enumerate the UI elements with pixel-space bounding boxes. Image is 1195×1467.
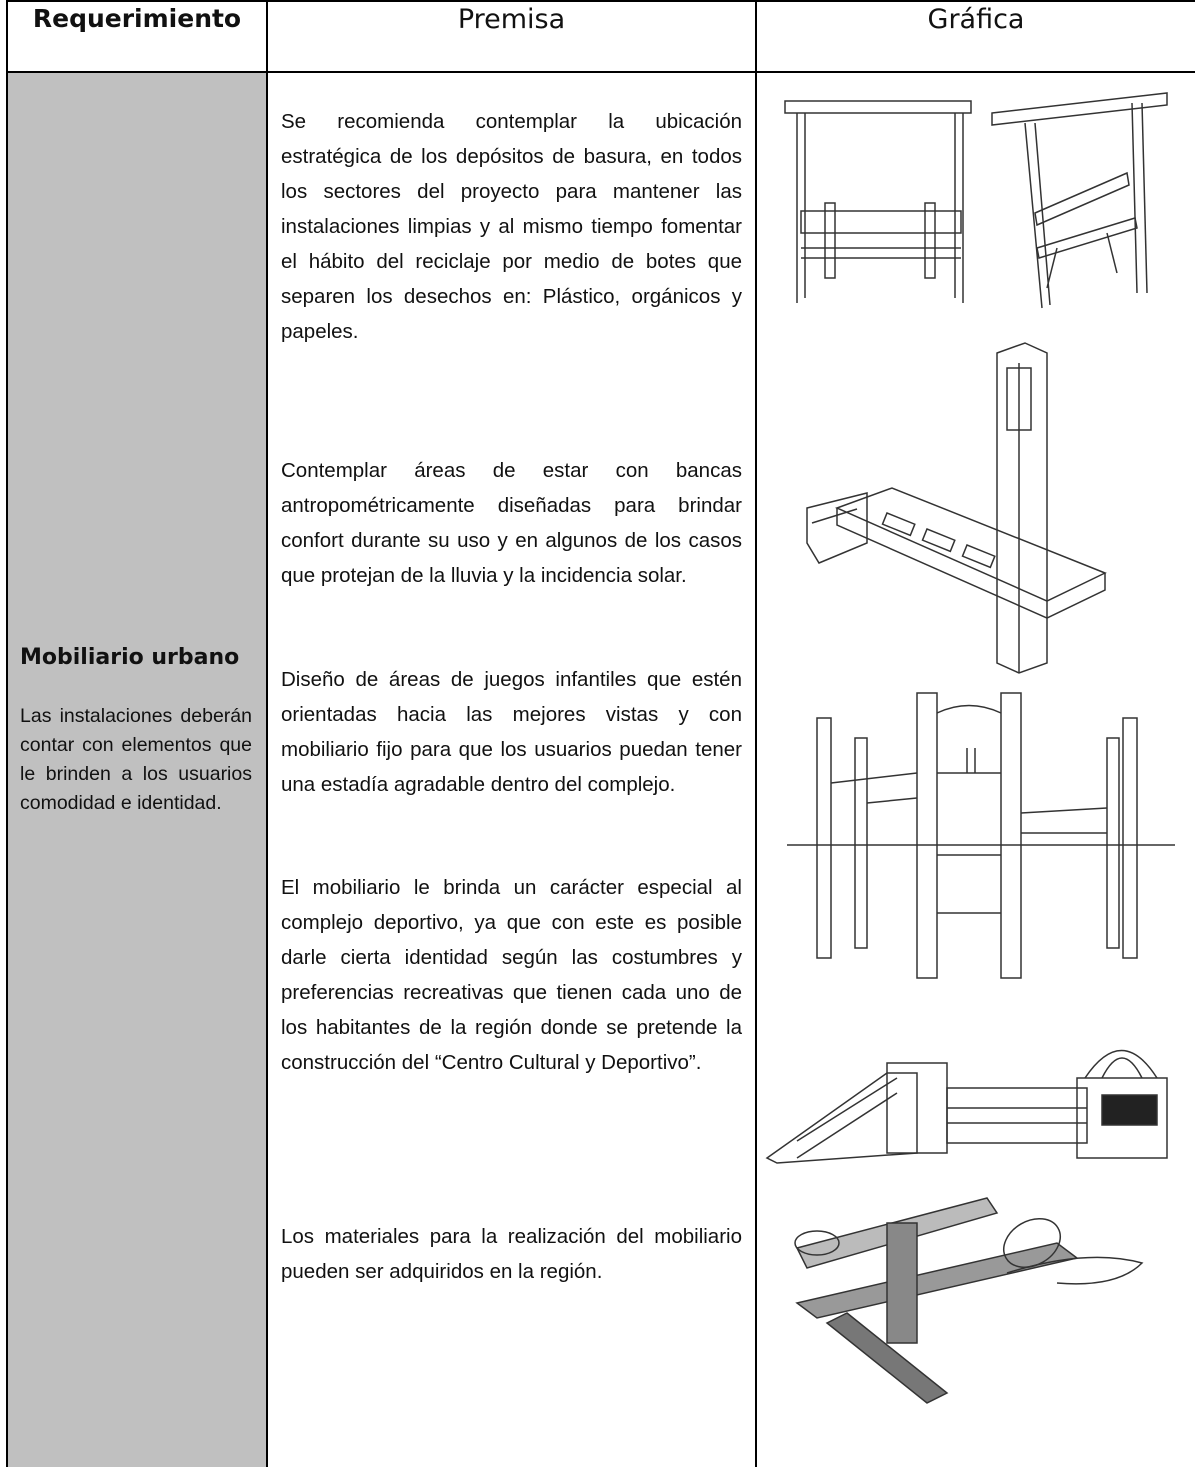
premise: Diseño de áreas de juegos infantiles que… <box>281 668 742 796</box>
shelter-bench <box>784 92 1168 309</box>
premise: Los materiales para la realización del m… <box>281 1225 742 1283</box>
playground-sketch <box>765 1049 1168 1164</box>
premise: Se recomienda contemplar la ubicación es… <box>281 110 742 343</box>
play-structure <box>787 692 1175 979</box>
header-cell: Requerimiento <box>32 4 242 33</box>
premise: Contemplar áreas de estar con bancas ant… <box>281 459 742 587</box>
lamp-bench <box>806 342 1107 674</box>
requirement-title: Mobiliario urbano <box>20 645 240 670</box>
header-cell: Premisa <box>457 4 566 35</box>
header-cell: Gráfica <box>927 4 1025 35</box>
req-column-bg <box>7 72 267 1467</box>
seesaw-sketch <box>794 1197 1144 1404</box>
requirement-text: Las instalaciones deberán contar con ele… <box>20 705 252 814</box>
premise: El mobiliario le brinda un carácter espe… <box>281 876 742 1074</box>
drawings <box>765 92 1175 1404</box>
